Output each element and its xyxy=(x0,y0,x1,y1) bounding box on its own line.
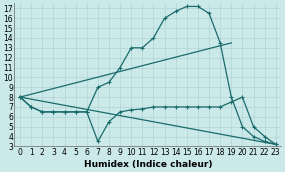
X-axis label: Humidex (Indice chaleur): Humidex (Indice chaleur) xyxy=(84,159,212,169)
